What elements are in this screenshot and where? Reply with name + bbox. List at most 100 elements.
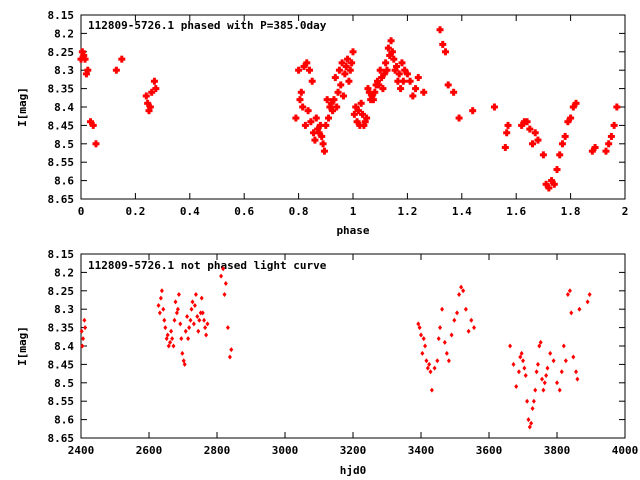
unphased-data-point [178, 321, 183, 327]
phased-data-point [345, 77, 353, 85]
phased-data-point [384, 44, 392, 52]
phased-data-point [569, 103, 577, 111]
phased-data-point [469, 107, 477, 115]
phased-data-point [339, 92, 347, 100]
phased-data-point [561, 132, 569, 140]
phased-data-point [504, 121, 512, 129]
unphased-data-point [585, 299, 590, 305]
phased-data-point [503, 129, 511, 137]
phased-x-tick-label: 1.8 [561, 205, 581, 218]
phased-data-point [318, 132, 326, 140]
unphased-data-point [187, 325, 192, 331]
phased-data-point [322, 121, 330, 129]
phased-data-point [363, 114, 371, 122]
unphased-data-point [175, 306, 180, 312]
unphased-data-point [466, 328, 471, 334]
phased-data-point [118, 55, 126, 63]
phased-data-point [607, 132, 615, 140]
phased-data-point [529, 140, 537, 148]
phased-data-point [542, 180, 550, 188]
phased-y-tick-label: 8.4 [54, 101, 74, 114]
phased-data-point [572, 99, 580, 107]
phased-data-point [545, 184, 553, 192]
unphased-data-point [195, 314, 200, 320]
phased-data-point [320, 147, 328, 155]
unphased-y-tick-label: 8.45 [48, 358, 75, 371]
unphased-data-point [203, 325, 208, 331]
unphased-data-point [440, 306, 445, 312]
unphased-data-point [587, 291, 592, 297]
phased-data-point [371, 88, 379, 96]
unphased-data-point [204, 332, 209, 338]
phased-data-point [292, 114, 300, 122]
unphased-data-point [472, 325, 477, 331]
phased-data-points [77, 26, 621, 192]
phased-x-tick-label: 1.6 [506, 205, 526, 218]
phased-data-point [359, 110, 367, 118]
phased-data-point [380, 70, 388, 78]
unphased-y-tick-label: 8.5 [54, 377, 74, 390]
phased-data-point [87, 118, 95, 126]
phased-data-point [357, 99, 365, 107]
phased-data-point [450, 88, 458, 96]
unphased-data-point [522, 365, 527, 371]
phased-data-point [373, 77, 381, 85]
unphased-x-ticks: 2400 2600 2800 3000 3200 3400 3600 3800 4000 [68, 254, 638, 457]
unphased-x-tick-label: 3200 [340, 444, 367, 457]
phased-data-point [490, 103, 498, 111]
phased-y-tick-label: 8.25 [48, 46, 75, 59]
unphased-data-point [80, 343, 85, 349]
unphased-data-point [531, 398, 536, 404]
unphased-data-point [158, 295, 163, 301]
unphased-data-point [436, 336, 441, 342]
phased-data-point [365, 88, 373, 96]
unphased-data-point [424, 358, 429, 364]
unphased-y-tick-label: 8.35 [48, 322, 75, 335]
phased-x-tick-label: 1.4 [452, 205, 472, 218]
phased-y-ticks: 8.15 8.2 8.25 8.3 8.35 8.4 8.45 8.5 8.55 8.6 8.65 [48, 9, 625, 206]
unphased-data-point [535, 361, 540, 367]
unphased-data-point [455, 310, 460, 316]
unphased-data-point [198, 310, 203, 316]
unphased-data-point [544, 372, 549, 378]
unphased-data-point [221, 266, 226, 272]
phased-x-tick-label: 0 [78, 205, 85, 218]
phased-data-point [89, 121, 97, 129]
unphased-panel: 112809-5726.1 not phased light curve hjd… [16, 248, 638, 477]
unphased-data-point [527, 424, 532, 430]
phased-data-point [567, 114, 575, 122]
phased-data-point [142, 92, 150, 100]
unphased-data-point [79, 328, 84, 334]
phased-data-point [331, 74, 339, 82]
phased-data-point [296, 96, 304, 104]
unphased-x-tick-label: 2600 [136, 444, 163, 457]
phased-data-point [145, 107, 153, 115]
unphased-data-point [416, 321, 421, 327]
phased-data-point [146, 103, 154, 111]
phased-data-point [382, 59, 390, 67]
phased-data-point [409, 92, 417, 100]
unphased-data-point [449, 332, 454, 338]
unphased-data-point [199, 295, 204, 301]
unphased-data-point [563, 358, 568, 364]
phased-data-point [338, 59, 346, 67]
phased-data-point [308, 77, 316, 85]
phased-data-point [304, 107, 312, 115]
phased-data-point [335, 66, 343, 74]
unphased-data-point [574, 369, 579, 375]
unphased-data-point [519, 350, 524, 356]
unphased-data-point [442, 339, 447, 345]
phased-data-point [379, 85, 387, 93]
unphased-data-point [417, 325, 422, 331]
phased-data-point [327, 99, 335, 107]
unphased-data-point [516, 369, 521, 375]
phased-data-point [553, 166, 561, 174]
phased-data-point [605, 140, 613, 148]
phased-data-point [364, 85, 372, 93]
phased-y-tick-label: 8.55 [48, 156, 75, 169]
phased-y-tick-label: 8.35 [48, 83, 75, 96]
phased-title: 112809-5726.1 phased with P=385.0day [88, 19, 327, 32]
phased-data-point [564, 118, 572, 126]
